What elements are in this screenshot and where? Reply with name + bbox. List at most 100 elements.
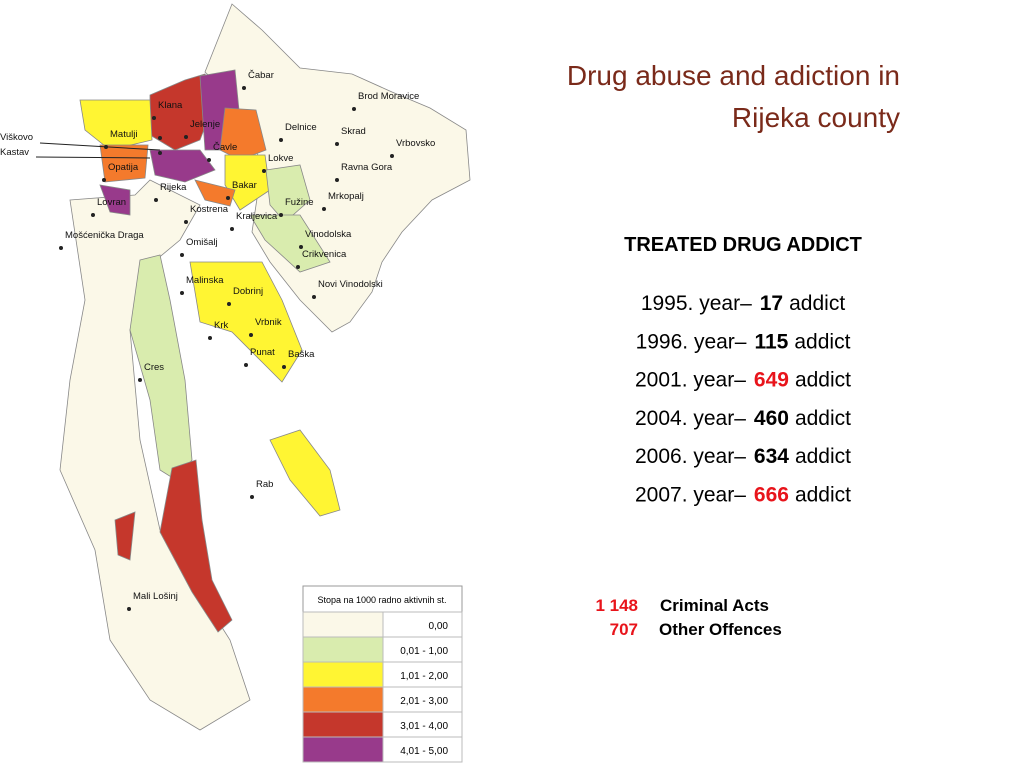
stat-count: 460 — [754, 407, 789, 430]
place-dot — [244, 363, 248, 367]
stat-unit: addict — [795, 407, 851, 430]
stats-heading: TREATED DRUG ADDICT — [624, 234, 862, 256]
place-label: Dobrinj — [233, 286, 263, 297]
place-dot — [322, 207, 326, 211]
stat-unit: addict — [795, 484, 851, 507]
place-label: Bakar — [232, 180, 257, 191]
place-label: Kraljevica — [236, 211, 278, 222]
place-dot — [152, 116, 156, 120]
region — [189, 261, 303, 383]
place-label: Lovran — [97, 197, 126, 208]
place-dot — [250, 495, 254, 499]
legend-label: 1,01 - 2,00 — [400, 671, 448, 682]
legend-cell — [382, 661, 463, 688]
legend-label: 0,00 — [429, 621, 449, 632]
region — [265, 164, 311, 223]
stat-unit: addict — [789, 292, 845, 315]
offence-label: Criminal Acts — [660, 596, 769, 615]
stat-year: 2007. year– — [635, 484, 746, 507]
place-dot — [282, 365, 286, 369]
place-dot — [249, 333, 253, 337]
place-dot — [335, 178, 339, 182]
place-dot — [154, 198, 158, 202]
legend-swatch — [302, 636, 384, 663]
map: Čabar Brod Moravice Klana Jelenje Matulji Viš… — [0, 3, 471, 731]
place-dot — [180, 253, 184, 257]
place-label: Malinska — [186, 275, 224, 286]
place-dot — [335, 142, 339, 146]
place-dot — [227, 302, 231, 306]
place-label: Jelenje — [190, 119, 220, 130]
stat-unit: addict — [795, 369, 851, 392]
offence-count: 707 — [610, 620, 638, 639]
legend-swatch — [302, 711, 384, 738]
legend-cell — [382, 711, 463, 738]
place-label: Čabar — [248, 70, 274, 81]
place-dot — [158, 136, 162, 140]
region — [224, 154, 271, 211]
place-label: Mošćenička Draga — [65, 230, 144, 241]
legend-swatch — [302, 611, 384, 638]
region — [114, 511, 136, 561]
place-dot — [184, 220, 188, 224]
place-dot — [104, 145, 108, 149]
stat-year: 1996. year– — [636, 330, 747, 353]
stat-count: 634 — [754, 445, 789, 468]
stat-count: 649 — [754, 369, 789, 392]
place-dot — [242, 86, 246, 90]
region — [99, 144, 149, 183]
place-dot — [91, 213, 95, 217]
stat-row: 2007. year– 666 addict — [635, 484, 851, 507]
stat-unit: addict — [795, 445, 851, 468]
legend-cell — [382, 611, 463, 638]
region — [59, 179, 251, 731]
place-dot — [127, 607, 131, 611]
region — [159, 459, 233, 633]
place-dot — [262, 169, 266, 173]
place-label: Opatija — [108, 162, 139, 173]
place-label: Mali Lošinj — [133, 591, 178, 602]
stat-row: 2006. year– 634 addict — [635, 445, 851, 468]
legend-swatch — [302, 661, 384, 688]
stat-row: 2001. year– 649 addict — [635, 369, 851, 392]
place-dot — [158, 151, 162, 155]
place-dot — [312, 295, 316, 299]
place-label: Fužine — [285, 197, 314, 208]
region — [149, 149, 216, 183]
legend-swatch — [302, 736, 384, 763]
stat-year: 1995. year– — [641, 292, 752, 315]
stat-count: 666 — [754, 484, 789, 507]
place-label: Kastav — [0, 147, 29, 158]
legend-label: 0,01 - 1,00 — [400, 646, 448, 657]
place-dot — [230, 227, 234, 231]
place-label: Klana — [158, 100, 183, 111]
place-label: Mrkopalj — [328, 191, 364, 202]
place-label: Vrbovsko — [396, 138, 435, 149]
stat-year: 2006. year– — [635, 445, 746, 468]
stat-row: 2004. year– 460 addict — [635, 407, 851, 430]
place-label: Krk — [214, 320, 229, 331]
stat-count: 115 — [754, 330, 788, 353]
stat-row: 1995. year– 17 addict — [641, 292, 845, 315]
place-label: Kostrena — [190, 204, 229, 215]
title: Drug abuse and adiction in — [567, 60, 900, 91]
region — [194, 179, 236, 207]
legend-title: Stopa na 1000 radno aktivnih st. — [317, 595, 446, 605]
legend-label: 4,01 - 5,00 — [400, 746, 448, 757]
place-dot — [180, 291, 184, 295]
place-label: Novi Vinodolski — [318, 279, 383, 290]
stat-year: 2001. year– — [635, 369, 746, 392]
stat-unit: addict — [794, 330, 850, 353]
place-label: Čavle — [213, 142, 237, 153]
place-dot — [279, 213, 283, 217]
offence-label: Other Offences — [659, 620, 782, 639]
stat-row: 1996. year– 115 addict — [636, 330, 851, 353]
offence-count: 1 148 — [595, 596, 638, 615]
place-label: Lokve — [268, 153, 293, 164]
place-dot — [102, 178, 106, 182]
region — [99, 184, 131, 216]
place-label: Viškovo — [0, 132, 33, 143]
place-label: Punat — [250, 347, 275, 358]
